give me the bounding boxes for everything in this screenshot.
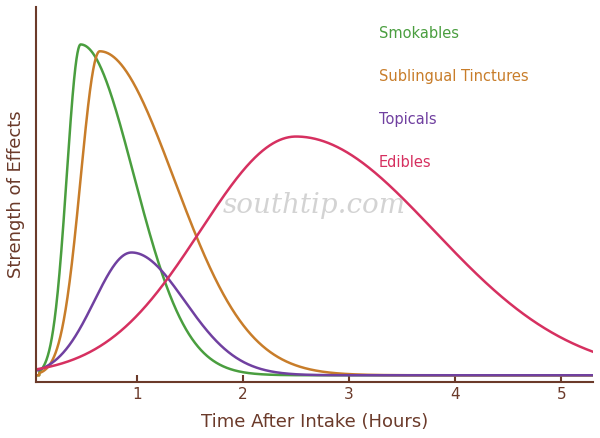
Text: southtip.com: southtip.com: [223, 192, 406, 219]
Text: Edibles: Edibles: [379, 155, 431, 170]
Text: Topicals: Topicals: [379, 112, 436, 127]
X-axis label: Time After Intake (Hours): Time After Intake (Hours): [201, 413, 428, 431]
Text: Smokables: Smokables: [379, 26, 458, 41]
Y-axis label: Strength of Effects: Strength of Effects: [7, 111, 25, 278]
Text: Sublingual Tinctures: Sublingual Tinctures: [379, 69, 528, 84]
